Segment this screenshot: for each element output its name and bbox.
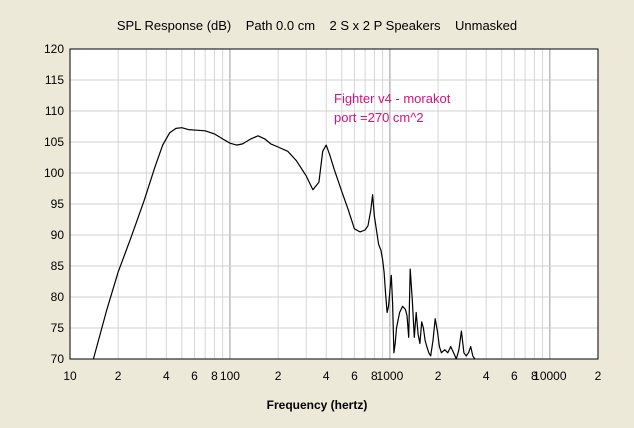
y-tick-label: 120 xyxy=(44,42,64,56)
y-tick-label: 90 xyxy=(51,228,65,242)
x-tick-label: 4 xyxy=(483,369,490,383)
series-group xyxy=(92,127,476,360)
y-tick-label: 115 xyxy=(45,73,64,87)
annotation-line-2: port =270 cm^2 xyxy=(334,110,424,125)
y-tick-label: 80 xyxy=(51,290,65,304)
chart-title: SPL Response (dB) Path 0.0 cm 2 S x 2 P … xyxy=(117,18,517,33)
series-line xyxy=(92,127,476,360)
y-tick-label: 95 xyxy=(51,197,65,211)
x-tick-label: 1000 xyxy=(377,369,404,383)
y-tick-label: 70 xyxy=(51,352,65,366)
y-tick-label: 85 xyxy=(51,259,65,273)
x-tick-label: 8 xyxy=(531,369,538,383)
x-tick-label: 2 xyxy=(115,369,122,383)
x-tick-label: 10 xyxy=(63,369,77,383)
annotation-line-1: Fighter v4 - morakot xyxy=(334,91,451,106)
x-tick-label: 100 xyxy=(220,369,240,383)
x-tick-label: 2 xyxy=(595,369,602,383)
grid xyxy=(70,49,598,359)
x-tick-label: 2 xyxy=(435,369,442,383)
y-tick-label: 105 xyxy=(44,135,64,149)
x-tick-label: 4 xyxy=(323,369,330,383)
y-axis-ticks: 70 75 80 85 90 95 100 105 110 115 120 xyxy=(44,42,64,366)
x-tick-label: 6 xyxy=(511,369,518,383)
y-tick-label: 110 xyxy=(45,104,64,118)
y-tick-label: 100 xyxy=(44,166,64,180)
x-tick-label: 4 xyxy=(163,369,170,383)
x-tick-label: 2 xyxy=(275,369,282,383)
x-tick-label: 8 xyxy=(371,369,378,383)
y-tick-label: 75 xyxy=(51,321,65,335)
x-tick-label: 6 xyxy=(191,369,198,383)
x-tick-label: 6 xyxy=(351,369,358,383)
x-axis-label: Frequency (hertz) xyxy=(267,398,368,412)
plot-border xyxy=(69,48,599,360)
x-tick-label: 8 xyxy=(211,369,218,383)
x-tick-label: 10000 xyxy=(533,369,567,383)
